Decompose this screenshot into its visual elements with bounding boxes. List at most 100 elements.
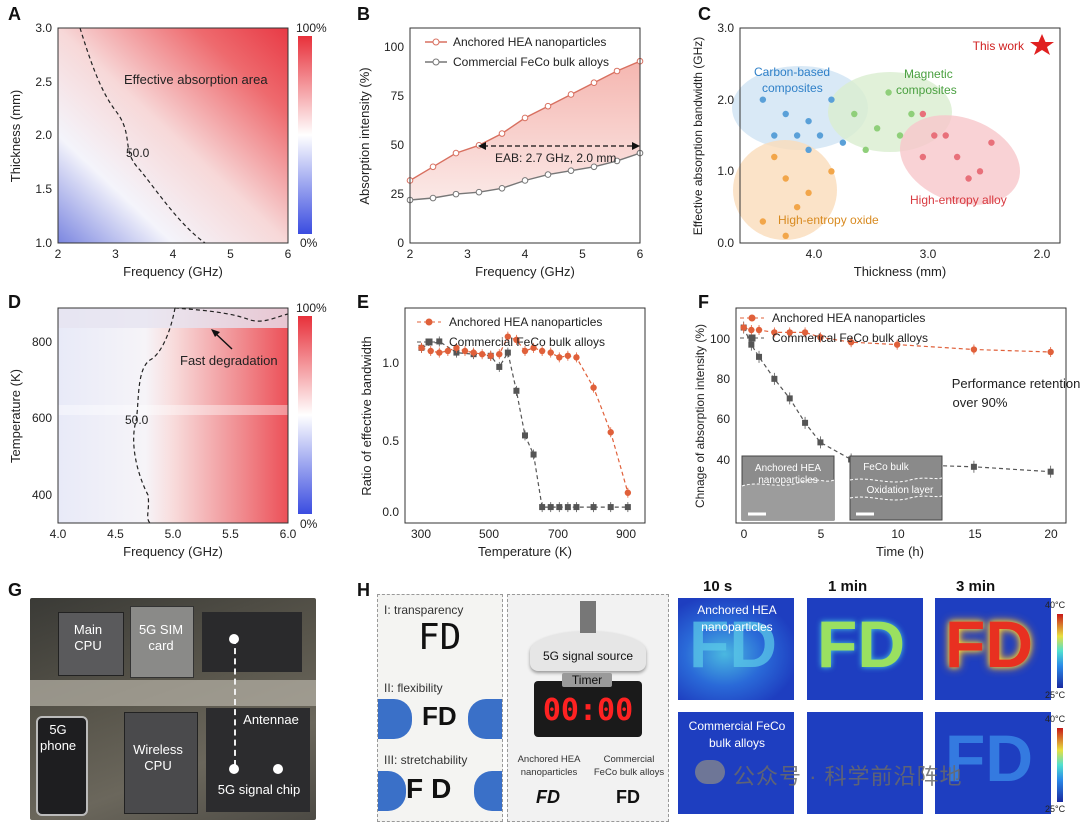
fd-flexibility: FD	[422, 701, 457, 731]
point-b-commercial-8	[590, 163, 598, 171]
svg-text:2.0: 2.0	[717, 93, 734, 107]
point-b-anchored-8	[590, 79, 598, 87]
point-f-anchored-1	[748, 326, 755, 334]
fill-between-b	[410, 61, 640, 201]
ylabel-e: Ratio of effective bandwidth	[359, 336, 374, 495]
svg-text:100: 100	[384, 40, 404, 54]
point-b-commercial-5	[521, 177, 529, 184]
label-anchored-sample: Anchored HEA nanoparticles	[517, 754, 581, 778]
svg-text:1.5: 1.5	[35, 182, 52, 196]
colorbar-a-bottom: 0%	[300, 236, 318, 250]
point-e-anchored-5	[461, 347, 469, 355]
point-c-2-5	[828, 168, 835, 175]
point-b-commercial-7	[567, 167, 575, 174]
point-e-anchored-19	[590, 384, 597, 391]
svg-text:2.0: 2.0	[35, 128, 52, 142]
point-e-anchored-13	[530, 344, 537, 352]
label-main-cpu: Main CPU	[73, 622, 103, 653]
point-e-anchored-11	[513, 336, 520, 344]
point-c-1-2	[885, 89, 892, 96]
svg-text:20: 20	[1044, 527, 1058, 541]
point-f-commercial-3	[771, 375, 778, 382]
svg-text:100: 100	[710, 332, 730, 346]
point-c-0-3	[816, 132, 824, 139]
point-c-0-4	[828, 96, 835, 103]
point-c-2-4	[759, 218, 767, 225]
contour-label-d: 50.0	[125, 413, 149, 427]
fd-commercial-sample: FD	[616, 787, 640, 807]
setup-box: 5G signal source Timer 00:00 Anchored HE…	[507, 594, 669, 822]
point-c-2-3	[805, 189, 812, 197]
svg-text:25: 25	[391, 187, 405, 201]
dot-chip-1	[229, 764, 239, 774]
svg-text:0.0: 0.0	[382, 505, 399, 519]
svg-text:75: 75	[391, 89, 405, 103]
svg-text:0: 0	[741, 527, 748, 541]
annotation-b: EAB: 2.7 GHz, 2.0 mm	[495, 151, 616, 165]
phone-photo	[36, 716, 88, 816]
svg-text:50: 50	[391, 138, 405, 152]
contour-a	[79, 27, 206, 244]
point-f-anchored-5	[801, 329, 809, 336]
point-c-3-2	[953, 153, 961, 161]
yticks-f: 40 60 80 100	[710, 332, 730, 467]
cbar2-top: 40°C	[1045, 714, 1066, 724]
signal-source-device	[530, 631, 646, 671]
label-sim-card: 5G SIM card	[138, 622, 184, 653]
point-e-anchored-10	[504, 333, 512, 340]
point-f-anchored-0	[740, 324, 747, 331]
colorbar-d	[298, 316, 312, 514]
point-e-anchored-15	[547, 349, 554, 356]
panel-f-chart: Anchored HEA nanoparticles Commerical Fe…	[693, 307, 1080, 559]
fd-transparency: FD	[418, 617, 462, 658]
point-f-anchored-6	[817, 334, 824, 341]
ylabel-a: Thickness (mm)	[8, 90, 23, 182]
label-alloy: High-entropy alloy	[910, 193, 1007, 207]
cbar1-bottom: 25°C	[1045, 690, 1066, 700]
xlabel-c: Thickness (mm)	[854, 264, 946, 279]
fd-thermal-1: FD	[689, 607, 777, 681]
panel-f: F Anchored HEA nanoparticles Commerical …	[690, 290, 1080, 580]
point-e-commercial-1	[436, 338, 443, 345]
point-c-0-1	[782, 110, 789, 118]
label-transparency: I: transparency	[384, 603, 464, 617]
point-e-commercial-9	[530, 451, 537, 458]
point-b-commercial-9	[613, 157, 621, 165]
point-c-3-4	[976, 168, 984, 175]
panel-h: H I: transparency FD II: flexibility FD …	[345, 578, 1080, 822]
xlabel-b: Frequency (GHz)	[475, 264, 575, 279]
label-this-work: This work	[973, 39, 1025, 53]
svg-text:3: 3	[112, 247, 119, 261]
svg-text:300: 300	[411, 527, 431, 541]
thermal-colorbar-bottom	[1057, 728, 1063, 802]
point-e-anchored-2	[436, 349, 443, 356]
point-c-1-0	[851, 110, 858, 118]
label-stretchability: III: stretchability	[384, 753, 468, 767]
point-f-commercial-6	[817, 439, 824, 446]
legend-b-0: Anchored HEA nanoparticles	[453, 35, 606, 49]
point-c-2-2	[793, 203, 801, 211]
point-f-commercial-1	[748, 341, 755, 348]
point-f-anchored-9	[970, 346, 978, 353]
point-c-1-3	[908, 110, 915, 118]
svg-text:2: 2	[55, 247, 62, 261]
svg-text:5.5: 5.5	[222, 527, 239, 541]
svg-text:40: 40	[717, 453, 731, 467]
point-c-0-8	[793, 132, 801, 139]
point-c-0-6	[805, 146, 812, 154]
svg-text:2: 2	[407, 247, 414, 261]
annotation-a: Effective absorption area	[124, 72, 268, 87]
point-b-anchored-6	[544, 102, 552, 110]
svg-text:5: 5	[579, 247, 586, 261]
point-c-3-6	[919, 153, 927, 161]
point-e-commercial-15	[590, 504, 597, 511]
xlabel-a: Frequency (GHz)	[123, 264, 223, 279]
point-e-commercial-5	[496, 363, 503, 370]
panel-label-d: D	[8, 292, 21, 312]
eab-arrow	[478, 142, 640, 150]
panel-label-b: B	[357, 4, 370, 24]
point-c-0-2	[805, 117, 812, 125]
point-b-anchored-5	[521, 114, 529, 122]
point-e-commercial-10	[539, 504, 546, 511]
thermal-hea-10s	[678, 598, 794, 700]
